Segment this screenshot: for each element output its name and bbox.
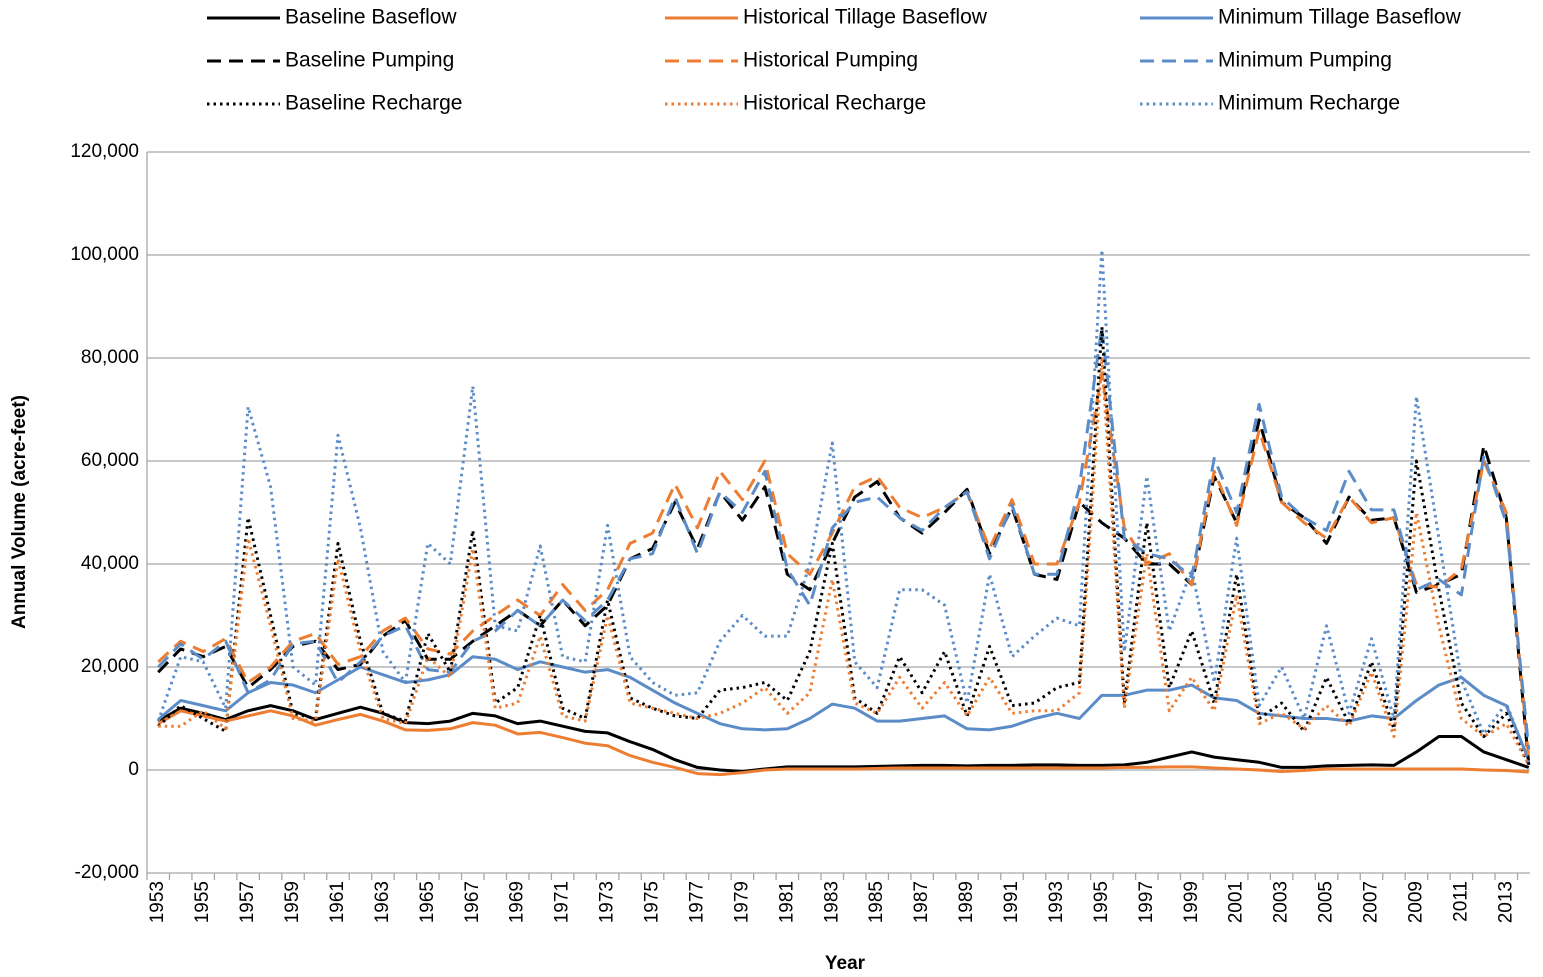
x-tick-label: 1963	[372, 881, 393, 923]
x-tick-label: 1991	[1001, 881, 1022, 923]
x-tick-label: 1993	[1046, 881, 1067, 923]
series-line	[157, 418, 1531, 765]
legend-label: Baseline Pumping	[285, 49, 454, 72]
x-axis-title: Year	[825, 953, 866, 974]
x-tick-label: 1967	[462, 881, 483, 923]
x-tick-label: 1953	[147, 881, 168, 923]
y-tick-label: -20,000	[75, 862, 139, 883]
series-line	[157, 325, 1531, 766]
legend-label: Minimum Pumping	[1218, 49, 1392, 72]
y-tick-label: 100,000	[70, 244, 139, 265]
x-tick-label: 1979	[731, 881, 752, 923]
x-tick-label: 1999	[1181, 881, 1202, 923]
y-axis-title: Annual Volume (acre-feet)	[9, 395, 30, 629]
x-tick-label: 1961	[327, 881, 348, 923]
y-tick-label: 20,000	[81, 656, 139, 677]
x-tick-label: 1997	[1136, 881, 1157, 923]
legend-label: Minimum Tillage Baseflow	[1218, 6, 1462, 29]
x-tick-label: 1985	[866, 881, 887, 923]
y-tick-label: 0	[128, 759, 139, 780]
x-tick-label: 2009	[1405, 881, 1426, 923]
x-tick-label: 2007	[1361, 881, 1382, 923]
series-line	[156, 248, 1531, 763]
x-tick-label: 2013	[1495, 881, 1516, 923]
x-tick-label: 2003	[1271, 881, 1292, 923]
x-tick-label: 1959	[282, 881, 303, 923]
legend-label: Baseline Baseflow	[285, 6, 457, 29]
x-tick-label: 2005	[1316, 881, 1337, 923]
x-tick-label: 1981	[776, 881, 797, 923]
x-tick-label: 1987	[911, 881, 932, 923]
x-tick-label: 1975	[642, 881, 663, 923]
y-tick-label: 80,000	[81, 347, 139, 368]
legend-label: Historical Recharge	[743, 92, 926, 115]
x-tick-label: 2011	[1450, 881, 1471, 922]
x-tick-label: 1995	[1091, 881, 1112, 923]
legend-label: Historical Tillage Baseflow	[743, 6, 988, 29]
x-tick-label: 1977	[686, 881, 707, 923]
series-line	[157, 325, 1531, 750]
x-tick-label: 2001	[1226, 881, 1247, 923]
x-tick-label: 1971	[552, 881, 573, 923]
y-tick-label: 60,000	[81, 450, 139, 471]
x-tick-label: 1989	[956, 881, 977, 923]
series-line	[157, 371, 1531, 760]
x-tick-label: 1957	[237, 881, 258, 923]
y-tick-label: 120,000	[70, 141, 139, 162]
x-tick-label: 1983	[821, 881, 842, 923]
series-line	[157, 709, 1529, 777]
y-tick-label: 40,000	[81, 553, 139, 574]
series-line	[157, 655, 1531, 761]
series-line	[158, 356, 1531, 766]
x-tick-label: 1973	[597, 881, 618, 923]
x-tick-label: 1969	[507, 881, 528, 923]
x-tick-label: 1955	[192, 881, 213, 923]
legend-label: Baseline Recharge	[285, 92, 462, 115]
legend-label: Minimum Recharge	[1218, 92, 1400, 115]
x-tick-label: 1965	[417, 881, 438, 923]
legend-label: Historical Pumping	[743, 49, 918, 72]
